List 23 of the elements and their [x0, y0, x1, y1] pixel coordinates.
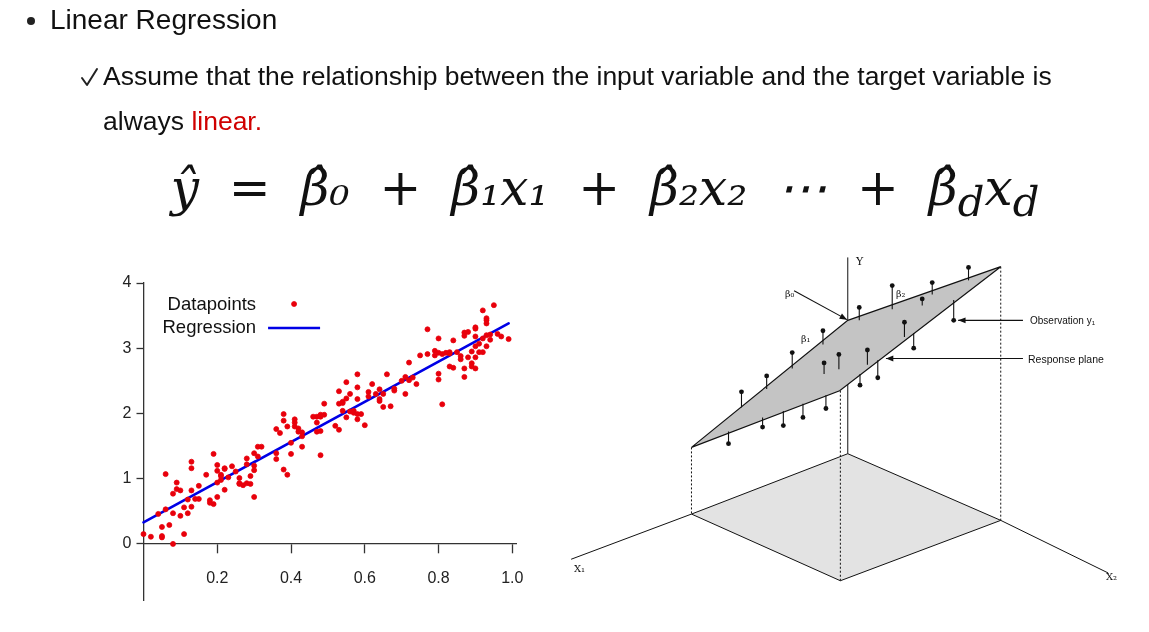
x-tick-label: 0.4: [279, 568, 303, 586]
legend-label: Datapoints: [167, 293, 257, 315]
text: X₂: [1106, 571, 1118, 583]
text: β₁: [801, 333, 811, 345]
legend-label: Regression: [162, 316, 257, 338]
text: Observation y₁: [1030, 315, 1096, 327]
y-tick-label: 2: [122, 403, 132, 421]
x-tick-label: 0.8: [427, 568, 450, 586]
text: X₁: [574, 563, 586, 575]
x-tick-label: 0.2: [206, 568, 229, 586]
text: β₂: [896, 288, 906, 300]
x-tick-label: 1.0: [501, 568, 524, 586]
y-tick-label: 1: [122, 469, 132, 487]
text: Assume that the relationship between the input variable and the target variable is always linear.: [103, 60, 1053, 138]
text: ŷ = β̂₀ + β̂₁x₁ + β̂₂x₂ ⋯ + β̂$_{d}$x$_{d}$: [168, 158, 1041, 228]
y-tick-label: 0: [122, 534, 132, 552]
y-tick-label: 4: [122, 273, 132, 291]
x-tick-label: 0.6: [353, 568, 377, 586]
y-tick-label: 3: [122, 338, 132, 356]
text: Y: [856, 255, 864, 269]
text: Response plane: [1028, 353, 1104, 366]
chart-title: Linear Regression: [50, 3, 278, 37]
text: β₀: [785, 288, 795, 300]
